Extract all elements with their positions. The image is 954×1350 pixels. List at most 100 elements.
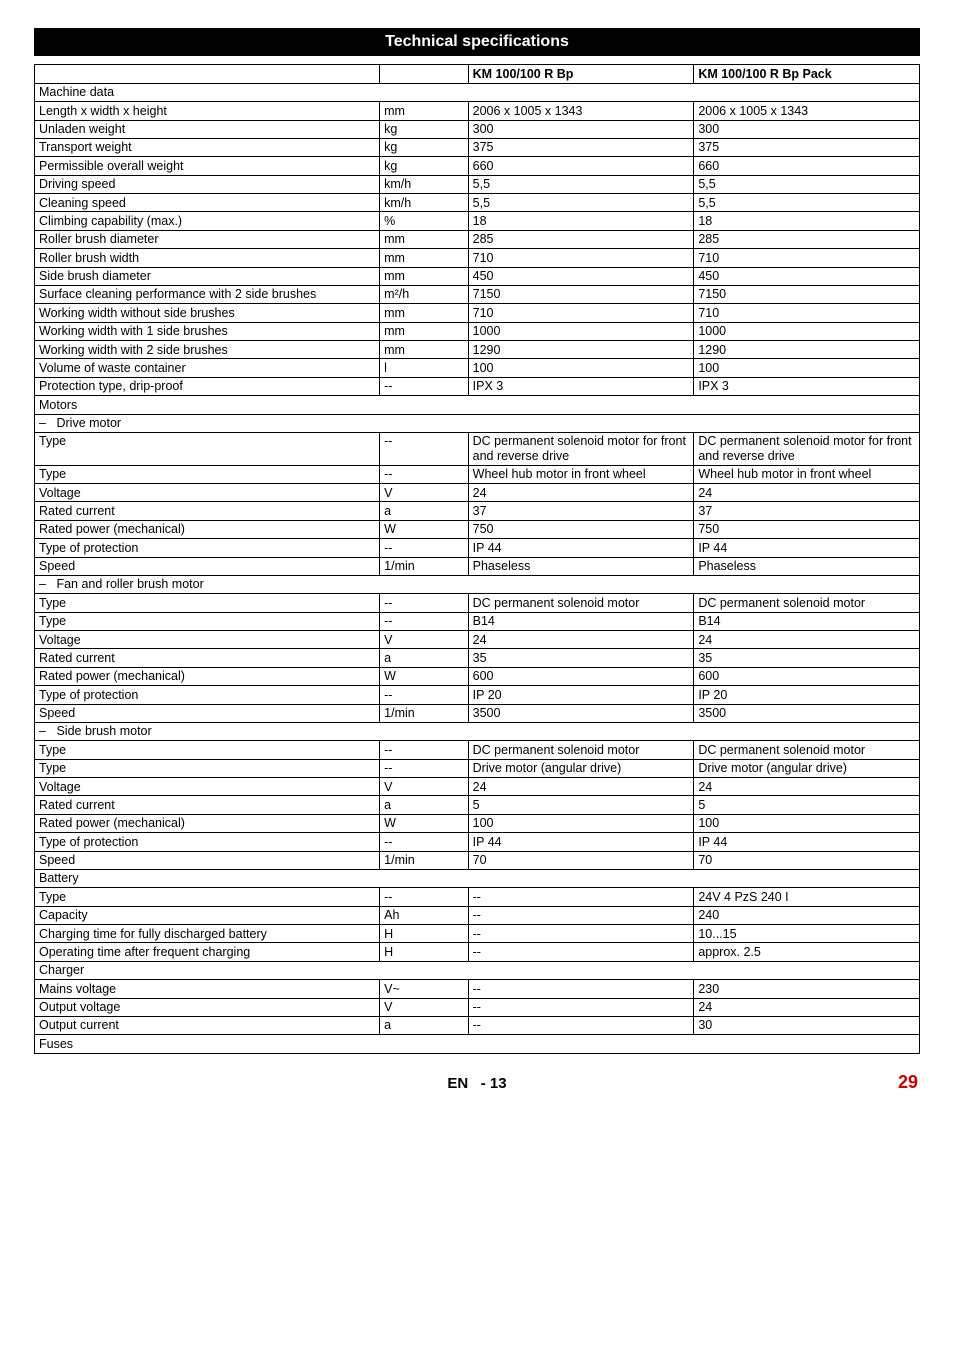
spec-unit: a	[380, 1016, 469, 1034]
spec-unit: kg	[380, 157, 469, 175]
spec-value-b: 24V 4 PzS 240 I	[694, 888, 920, 906]
spec-value-b: 230	[694, 980, 920, 998]
spec-label: Type of protection	[35, 833, 380, 851]
spec-label: Type	[35, 612, 380, 630]
spec-label: Unladen weight	[35, 120, 380, 138]
spec-value-b: 3500	[694, 704, 920, 722]
spec-label: Type of protection	[35, 686, 380, 704]
spec-value-b: 100	[694, 359, 920, 377]
spec-unit: kg	[380, 138, 469, 156]
spec-value-a: 600	[468, 667, 694, 685]
footer-center: EN - 13	[66, 1075, 888, 1092]
spec-value-a: --	[468, 925, 694, 943]
spec-unit: --	[380, 594, 469, 612]
spec-label: Speed	[35, 704, 380, 722]
spec-value-a: B14	[468, 612, 694, 630]
spec-label: Charging time for fully discharged batte…	[35, 925, 380, 943]
spec-value-b: IPX 3	[694, 377, 920, 395]
table-row: Output voltageV--24	[35, 998, 920, 1016]
section-header-row: Charger	[35, 961, 920, 979]
spec-label: Speed	[35, 851, 380, 869]
spec-value-b: IP 20	[694, 686, 920, 704]
spec-value-a: --	[468, 980, 694, 998]
spec-value-a: Phaseless	[468, 557, 694, 575]
spec-unit: --	[380, 432, 469, 465]
table-row: Rated power (mechanical)W600600	[35, 667, 920, 685]
spec-label: Length x width x height	[35, 102, 380, 120]
spec-value-b: 30	[694, 1016, 920, 1034]
table-row: Type--DC permanent solenoid motor for fr…	[35, 432, 920, 465]
spec-value-b: Drive motor (angular drive)	[694, 759, 920, 777]
spec-value-b: 375	[694, 138, 920, 156]
spec-unit: kg	[380, 120, 469, 138]
spec-value-b: 285	[694, 230, 920, 248]
table-row: Rated currenta55	[35, 796, 920, 814]
section-header-row: Motors	[35, 396, 920, 414]
table-row: Unladen weightkg300300	[35, 120, 920, 138]
spec-value-b: 7150	[694, 285, 920, 303]
spec-unit: l	[380, 359, 469, 377]
spec-unit: m²/h	[380, 285, 469, 303]
spec-label: Roller brush width	[35, 249, 380, 267]
spec-value-b: 24	[694, 631, 920, 649]
section-header-row: Fuses	[35, 1035, 920, 1053]
spec-value-b: 5,5	[694, 194, 920, 212]
spec-value-a: 24	[468, 631, 694, 649]
spec-label: Working width with 2 side brushes	[35, 341, 380, 359]
spec-label: Rated power (mechanical)	[35, 520, 380, 538]
spec-label: Transport weight	[35, 138, 380, 156]
section-header-row: Battery	[35, 869, 920, 887]
sub-header-row: – Side brush motor	[35, 722, 920, 740]
empty-cell	[35, 65, 380, 83]
sub-header-row: – Drive motor	[35, 414, 920, 432]
spec-unit: mm	[380, 341, 469, 359]
spec-value-b: 750	[694, 520, 920, 538]
dash-prefix: –	[39, 416, 53, 430]
sub-section-label: – Fan and roller brush motor	[35, 575, 920, 593]
spec-unit: km/h	[380, 194, 469, 212]
spec-unit: V	[380, 631, 469, 649]
spec-value-a: 300	[468, 120, 694, 138]
spec-value-b: 5	[694, 796, 920, 814]
spec-value-b: 710	[694, 249, 920, 267]
spec-value-a: 100	[468, 814, 694, 832]
spec-value-b: IP 44	[694, 833, 920, 851]
spec-value-a: 70	[468, 851, 694, 869]
spec-label: Rated power (mechanical)	[35, 814, 380, 832]
spec-unit: --	[380, 833, 469, 851]
spec-unit: km/h	[380, 175, 469, 193]
spec-value-b: Phaseless	[694, 557, 920, 575]
spec-unit: 1/min	[380, 704, 469, 722]
spec-value-b: 24	[694, 484, 920, 502]
spec-value-b: 10...15	[694, 925, 920, 943]
spec-label: Speed	[35, 557, 380, 575]
spec-label: Output current	[35, 1016, 380, 1034]
spec-label: Voltage	[35, 778, 380, 796]
spec-value-a: 100	[468, 359, 694, 377]
spec-unit: mm	[380, 230, 469, 248]
spec-value-b: 24	[694, 998, 920, 1016]
spec-value-b: 450	[694, 267, 920, 285]
spec-unit: mm	[380, 304, 469, 322]
spec-unit: 1/min	[380, 557, 469, 575]
spec-label: Type	[35, 465, 380, 483]
table-row: Type of protection--IP 44IP 44	[35, 539, 920, 557]
section-label: Battery	[35, 869, 920, 887]
spec-value-a: --	[468, 1016, 694, 1034]
table-row: VoltageV2424	[35, 484, 920, 502]
spec-value-a: DC permanent solenoid motor for front an…	[468, 432, 694, 465]
spec-value-b: 660	[694, 157, 920, 175]
table-row: Speed1/min35003500	[35, 704, 920, 722]
section-label: Fuses	[35, 1035, 920, 1053]
spec-unit: V~	[380, 980, 469, 998]
dash-prefix: –	[39, 724, 53, 738]
spec-unit: 1/min	[380, 851, 469, 869]
spec-label: Rated power (mechanical)	[35, 667, 380, 685]
table-row: Rated power (mechanical)W750750	[35, 520, 920, 538]
table-row: Operating time after frequent chargingH-…	[35, 943, 920, 961]
table-row: Transport weightkg375375	[35, 138, 920, 156]
empty-cell	[380, 65, 469, 83]
spec-value-a: 710	[468, 249, 694, 267]
column-header-b: KM 100/100 R Bp Pack	[694, 65, 920, 83]
sub-section-label: – Side brush motor	[35, 722, 920, 740]
